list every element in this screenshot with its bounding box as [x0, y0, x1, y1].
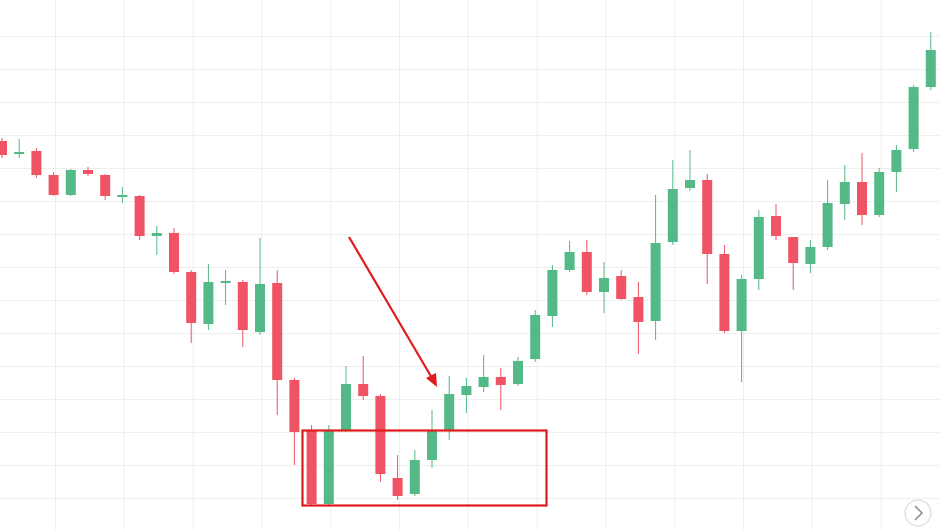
- candle-body: [925, 50, 936, 87]
- candle-body: [581, 252, 592, 292]
- candle-body: [427, 431, 437, 460]
- candle-body: [134, 196, 145, 236]
- candle-body: [117, 195, 128, 197]
- candle-body: [908, 87, 919, 149]
- arrow-head: [426, 373, 437, 387]
- highlight-box: [301, 429, 548, 507]
- candle-body: [341, 384, 351, 430]
- candle-body: [564, 252, 575, 270]
- candle-body: [702, 180, 713, 254]
- candle-body: [788, 237, 799, 263]
- candle-body: [0, 141, 7, 155]
- candle-body: [736, 279, 747, 331]
- candle-body: [667, 189, 678, 242]
- candle-body: [83, 170, 93, 174]
- candle-body: [616, 276, 627, 299]
- candle-body: [48, 175, 59, 195]
- candle-body: [891, 150, 902, 172]
- candle-body: [255, 284, 265, 332]
- candle-body: [203, 282, 214, 324]
- candle-body: [633, 297, 644, 322]
- candle-body: [513, 361, 523, 384]
- candle-body: [220, 281, 231, 283]
- candle-body: [599, 278, 609, 292]
- candle-body: [650, 243, 661, 321]
- candle-body: [719, 254, 730, 331]
- candle-body: [323, 430, 334, 504]
- candle-body: [306, 430, 317, 504]
- candle-body: [289, 380, 300, 432]
- candle-body: [151, 233, 162, 236]
- annotation-arrow: [348, 236, 433, 379]
- candle-body: [186, 272, 197, 323]
- candle-body: [461, 386, 472, 395]
- candle-body: [839, 182, 850, 204]
- candle-body: [392, 478, 403, 496]
- candle-body: [530, 315, 541, 359]
- candle-body: [874, 172, 885, 215]
- candle-body: [547, 270, 558, 316]
- candle-body: [31, 151, 42, 175]
- candle-body: [444, 394, 455, 430]
- candle-body: [409, 460, 420, 494]
- candle-body: [100, 175, 111, 196]
- next-chevron[interactable]: [914, 505, 924, 521]
- candle-body: [753, 217, 764, 279]
- candle-body: [375, 396, 386, 474]
- candle-body: [358, 384, 369, 396]
- candle-body: [237, 282, 248, 330]
- candle-body: [495, 377, 506, 385]
- next-button[interactable]: [904, 499, 932, 527]
- candle-body: [65, 170, 76, 195]
- candle-body: [822, 203, 833, 247]
- candle-body: [685, 180, 695, 188]
- candle-body: [805, 247, 816, 264]
- next-button-circle[interactable]: [904, 499, 932, 527]
- candle-body: [771, 216, 781, 236]
- candles: [0, 32, 936, 506]
- candle-body: [478, 377, 489, 387]
- candle-body: [272, 283, 283, 380]
- candle-body: [857, 182, 867, 215]
- candle-body: [169, 233, 179, 272]
- candle-body: [14, 152, 25, 154]
